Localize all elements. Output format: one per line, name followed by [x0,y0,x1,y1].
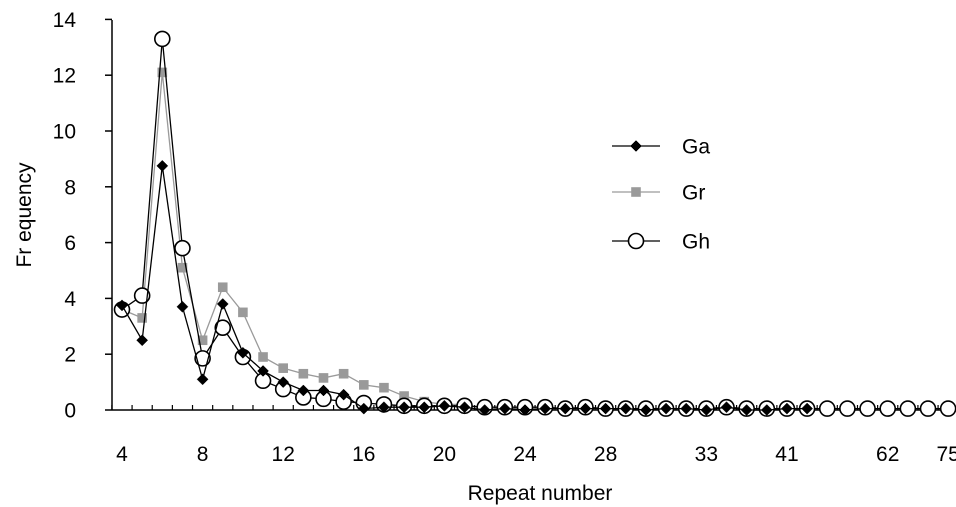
series-ga-point [116,299,128,312]
legend-label: Gh [682,231,710,254]
series-gr-point [379,382,389,393]
x-tick-label: 4 [116,443,128,466]
series-gr-point [318,373,329,383]
y-tick-label: 4 [64,288,76,311]
legend-item-gr: Gr [612,182,705,205]
series-gh [113,30,956,417]
series-ga-point [579,402,592,415]
x-tick-label: 20 [433,443,456,466]
y-tick-label: 14 [53,9,77,32]
series-ga-point [781,402,793,415]
series-ga-point [680,402,693,415]
series-gr-point [137,313,147,323]
legend-label: Ga [682,136,710,159]
y-tick-label: 6 [64,232,76,255]
legend-item-gh: Gh [612,231,710,254]
series-ga-point [257,365,269,377]
series-ga-point [458,401,471,414]
series-ga-point [640,404,652,416]
legend: Ga Gr Gh [612,136,710,254]
series-gr-point [278,363,288,373]
series-gh-point [154,30,171,48]
x-tick-label: 16 [352,443,375,466]
series-gh-point [879,400,897,417]
x-tick-label: 41 [775,443,798,466]
x-tick-label: 75 [936,443,956,466]
legend-marker [627,232,645,250]
series-gr-point [258,352,268,362]
series-ga-point [660,402,672,415]
series-ga-point [418,401,431,414]
x-tick-label: 28 [594,443,617,466]
series-gr-point [177,262,188,273]
series-ga-point [801,402,813,415]
series-ga-point [398,401,410,414]
series-ga-point [519,404,531,416]
series-ga-point [478,404,491,416]
y-tick-label: 2 [64,344,76,367]
x-tick-label: 33 [695,443,718,466]
x-tick-label: 62 [876,443,899,466]
x-axis-title: Repeat number [468,482,613,505]
series-gh-point [214,319,232,336]
series-ga-point [277,376,290,388]
series-ga-point [176,300,189,313]
series-gr-point [338,368,349,379]
series-gh-point [818,400,836,417]
series-ga-point [498,402,511,415]
series-ga [116,160,813,416]
series-gh-point [174,239,191,257]
series-ga-point [357,402,370,415]
x-ticks: 4 8 12 16 20 24 28 33 41 62 75 [111,405,956,466]
series-ga-point [559,402,572,415]
series-gh-point [919,400,937,417]
series-gh-point [839,400,856,417]
series-ga-point [700,404,713,416]
series-ga-point [599,402,612,415]
series-ga-point [619,402,632,415]
series-gr-point [157,67,168,78]
series-gr-point [217,282,228,293]
series-gr-point [298,368,309,379]
legend-item-ga: Ga [612,136,710,159]
series-ga-point [156,160,169,172]
x-tick-label: 12 [272,443,295,466]
series-gh-point [859,400,876,417]
y-ticks: 0 2 4 6 8 10 12 14 [53,9,112,423]
series-gh-point [899,400,917,417]
series-gr-point [197,335,208,346]
legend-marker [631,187,641,197]
series-ga-point [760,404,773,416]
legend-marker [630,140,642,152]
y-axis-title: Fr equency [13,162,36,268]
series-ga-point [720,401,733,414]
series-gr [117,67,631,414]
legend-label: Gr [682,182,705,205]
series-ga-point [136,334,149,347]
series-ga-point [438,399,451,412]
x-tick-label: 8 [197,443,209,466]
series-gr-point [399,391,409,401]
series-ga-point [216,298,229,310]
series-gr-point [359,380,369,390]
y-tick-label: 12 [53,65,76,88]
series-ga-point [297,384,310,397]
y-tick-label: 0 [64,400,76,423]
series-gh-point [133,287,151,304]
y-tick-label: 8 [64,176,76,199]
series-gh-point [939,400,956,417]
y-tick-label: 10 [53,121,76,144]
series-ga-point [539,402,552,415]
series-gr-point [238,307,248,318]
series-ga-point [378,401,390,414]
series-ga-point [196,373,209,386]
series-gh-point [194,350,211,367]
series-ga-point [317,384,330,397]
series-group [113,30,956,417]
series-ga-point [740,404,753,416]
series-ga-point [237,346,249,359]
x-tick-label: 24 [513,443,537,466]
series-ga-point [337,388,350,401]
